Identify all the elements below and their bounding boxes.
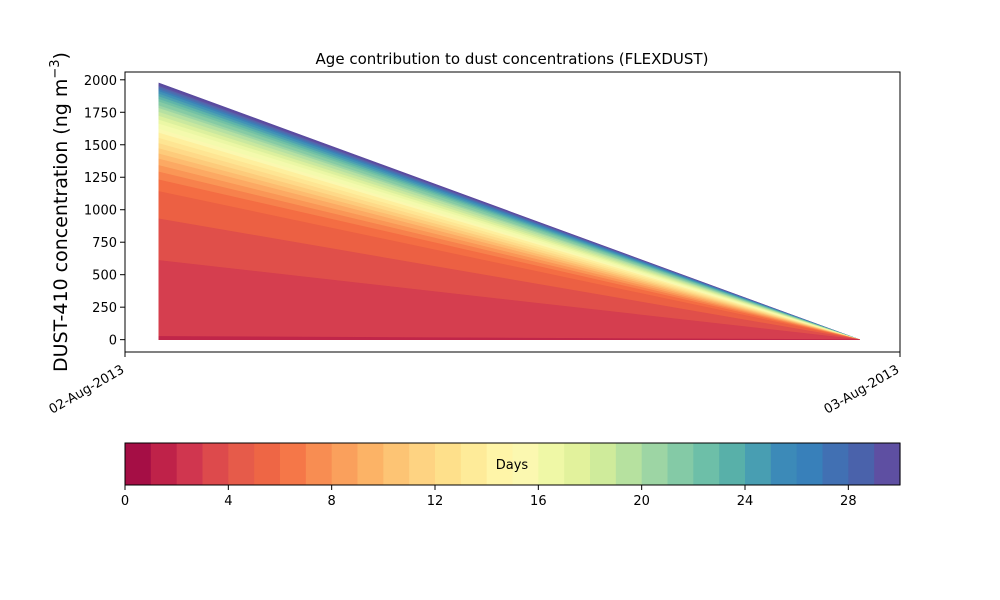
stacked-area-layers bbox=[158, 82, 860, 340]
chart-title: Age contribution to dust concentrations … bbox=[316, 50, 709, 68]
y-tick-label: 1000 bbox=[84, 204, 117, 219]
colorbar-segment bbox=[667, 443, 694, 485]
colorbar-tick-label: 24 bbox=[737, 494, 754, 509]
colorbar-segment bbox=[641, 443, 669, 485]
colorbar-segment bbox=[228, 443, 255, 485]
colorbar-segment bbox=[486, 443, 514, 485]
colorbar-segment bbox=[460, 443, 488, 485]
colorbar-segment bbox=[331, 443, 359, 485]
colorbar-tick-label: 0 bbox=[121, 494, 129, 509]
y-axis-label-main: DUST-410 concentration (ng m bbox=[50, 79, 72, 372]
y-axis-ticks: 0 250 500 750 1000 1250 1500 1750 2000 bbox=[84, 74, 125, 349]
colorbar-segment bbox=[150, 443, 178, 485]
y-axis-label-exponent: −3 bbox=[48, 59, 63, 78]
colorbar-segment bbox=[848, 443, 875, 485]
colorbar-tick-label: 16 bbox=[530, 494, 547, 509]
colorbar-segment bbox=[590, 443, 617, 485]
y-tick-label: 250 bbox=[92, 301, 117, 316]
y-tick-label: 1750 bbox=[84, 106, 117, 121]
colorbar-segment bbox=[770, 443, 798, 485]
colorbar-segment bbox=[512, 443, 539, 485]
colorbar-tick-label: 28 bbox=[840, 494, 857, 509]
colorbar-segment bbox=[409, 443, 436, 485]
colorbar-segment bbox=[254, 443, 281, 485]
colorbar-segment bbox=[538, 443, 565, 485]
colorbar-segment bbox=[280, 443, 307, 485]
colorbar-segment bbox=[822, 443, 849, 485]
colorbar-tick-label: 8 bbox=[328, 494, 336, 509]
colorbar-segment bbox=[305, 443, 333, 485]
colorbar-segment bbox=[435, 443, 462, 485]
colorbar bbox=[124, 442, 901, 486]
y-axis-label-close: ) bbox=[50, 52, 72, 59]
y-tick-label: 1500 bbox=[84, 139, 117, 154]
colorbar-segment bbox=[202, 443, 229, 485]
colorbar-ticks: 0 4 8 12 16 20 24 28 bbox=[121, 485, 857, 509]
y-tick-label: 2000 bbox=[84, 74, 117, 89]
y-axis-label: DUST-410 concentration (ng m−3) bbox=[48, 52, 72, 372]
colorbar-segment bbox=[176, 443, 204, 485]
colorbar-segment bbox=[796, 443, 824, 485]
colorbar-segment bbox=[615, 443, 643, 485]
y-tick-label: 750 bbox=[92, 236, 117, 251]
colorbar-tick-label: 12 bbox=[427, 494, 444, 509]
colorbar-segment bbox=[383, 443, 410, 485]
y-tick-label: 0 bbox=[109, 334, 117, 349]
y-tick-label: 1250 bbox=[84, 171, 117, 186]
colorbar-segment bbox=[719, 443, 746, 485]
colorbar-segment bbox=[874, 443, 901, 485]
x-axis-ticks: 02-Aug-2013 03-Aug-2013 bbox=[47, 352, 902, 418]
colorbar-label: Days bbox=[496, 458, 529, 473]
area-layer-day-0 bbox=[158, 336, 860, 340]
colorbar-segment bbox=[564, 443, 591, 485]
colorbar-frame bbox=[124, 442, 901, 486]
plot-frame bbox=[124, 71, 901, 353]
colorbar-segment bbox=[693, 443, 720, 485]
x-tick-label: 03-Aug-2013 bbox=[822, 362, 902, 417]
colorbar-tick-label: 20 bbox=[633, 494, 650, 509]
colorbar-segment bbox=[745, 443, 772, 485]
colorbar-segment bbox=[357, 443, 384, 485]
y-tick-label: 500 bbox=[92, 269, 117, 284]
colorbar-tick-label: 4 bbox=[224, 494, 232, 509]
colorbar-segment bbox=[125, 443, 152, 485]
